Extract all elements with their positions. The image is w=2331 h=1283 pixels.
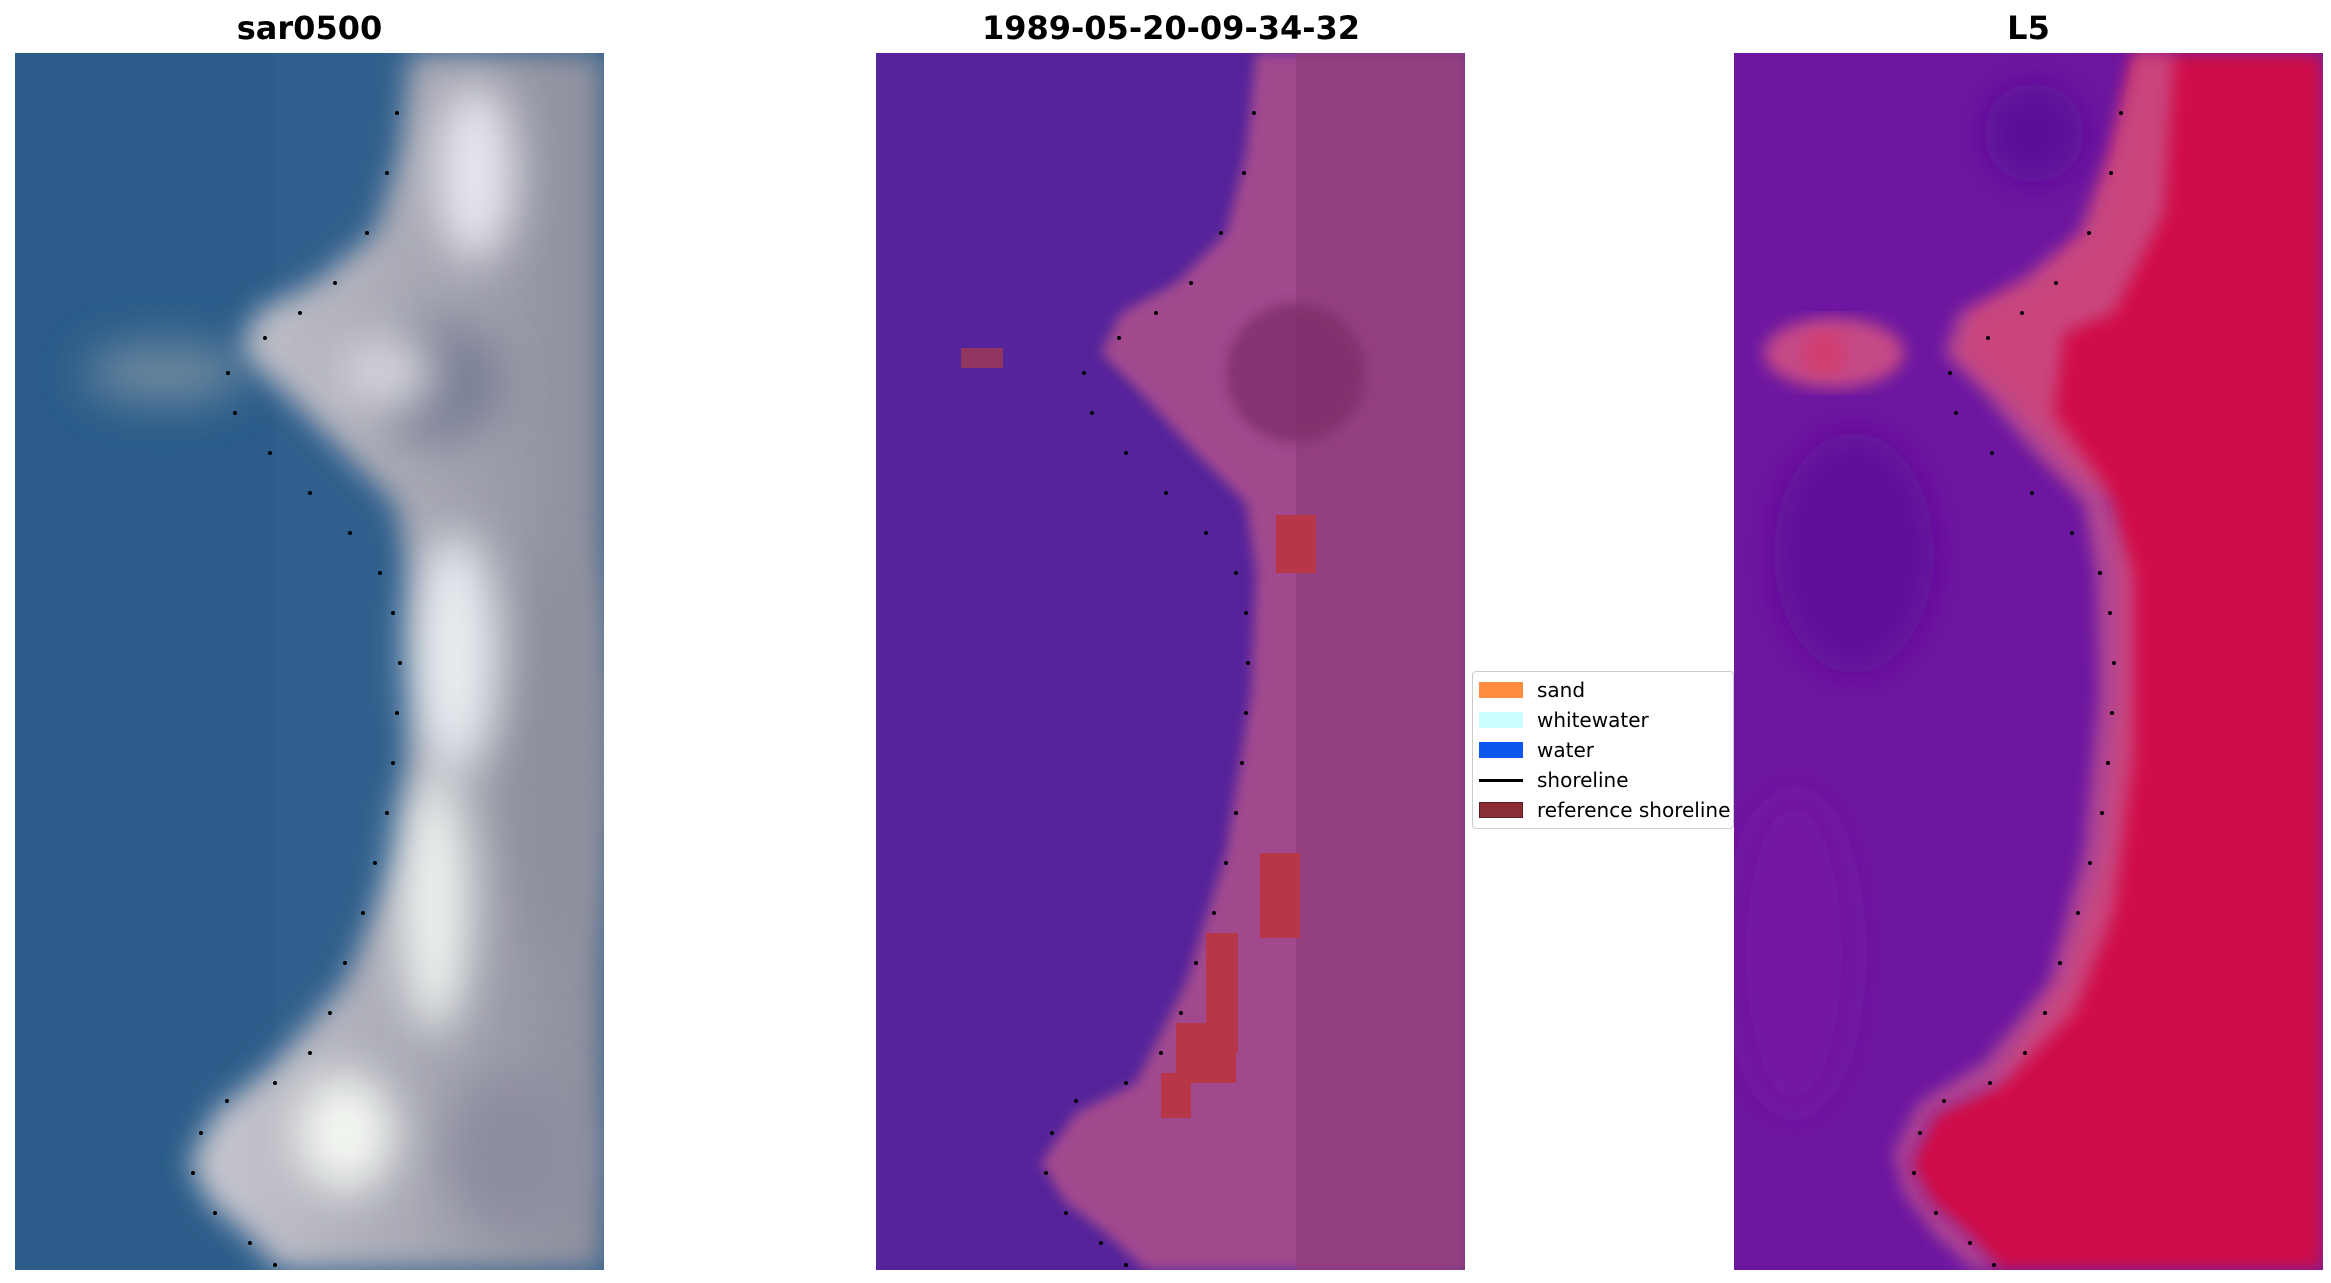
legend-label: shoreline bbox=[1537, 768, 1629, 792]
legend: sand whitewater water shoreline referenc… bbox=[1472, 671, 1734, 829]
panel-title: sar0500 bbox=[236, 9, 383, 47]
classified-image bbox=[876, 53, 1465, 1270]
legend-item-sand: sand bbox=[1479, 678, 1585, 702]
panel-title: 1989-05-20-09-34-32 bbox=[981, 9, 1361, 47]
legend-label: reference shoreline bbox=[1537, 798, 1731, 822]
legend-item-shoreline: shoreline bbox=[1479, 768, 1629, 792]
panel-title: L5 bbox=[2007, 9, 2050, 47]
legend-label: whitewater bbox=[1537, 708, 1649, 732]
whitewater-swatch bbox=[1479, 712, 1523, 728]
rgb-satellite-image bbox=[15, 53, 604, 1270]
index-image bbox=[1734, 53, 2323, 1270]
sand-swatch bbox=[1479, 682, 1523, 698]
legend-item-reference-shoreline: reference shoreline bbox=[1479, 798, 1730, 822]
legend-item-water: water bbox=[1479, 738, 1594, 762]
water-swatch bbox=[1479, 742, 1523, 758]
legend-label: sand bbox=[1537, 678, 1586, 702]
shoreline-line-swatch bbox=[1479, 778, 1523, 782]
reference-shoreline-swatch bbox=[1479, 802, 1523, 818]
legend-label: water bbox=[1537, 738, 1594, 762]
legend-item-whitewater: whitewater bbox=[1479, 708, 1649, 732]
